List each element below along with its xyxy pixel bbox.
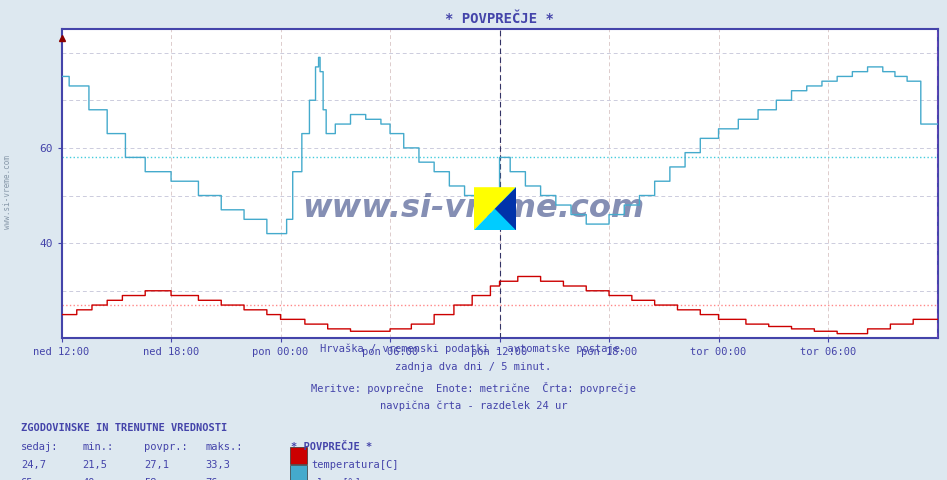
Text: navpična črta - razdelek 24 ur: navpična črta - razdelek 24 ur [380, 401, 567, 411]
Polygon shape [495, 187, 516, 230]
Text: temperatura[C]: temperatura[C] [312, 460, 399, 470]
Text: www.si-vreme.com: www.si-vreme.com [3, 155, 12, 229]
Text: zadnja dva dni / 5 minut.: zadnja dva dni / 5 minut. [396, 362, 551, 372]
Title: * POVPREČJE *: * POVPREČJE * [445, 12, 554, 26]
Text: Hrvaška / vremenski podatki - avtomatske postaje.: Hrvaška / vremenski podatki - avtomatske… [320, 343, 627, 354]
Text: www.si-vreme.com: www.si-vreme.com [302, 193, 644, 224]
Text: sedaj:: sedaj: [21, 442, 59, 452]
Text: * POVPREČJE *: * POVPREČJE * [291, 442, 372, 452]
Text: povpr.:: povpr.: [144, 442, 188, 452]
Text: 40: 40 [82, 478, 95, 480]
Text: 27,1: 27,1 [144, 460, 169, 470]
Text: ZGODOVINSKE IN TRENUTNE VREDNOSTI: ZGODOVINSKE IN TRENUTNE VREDNOSTI [21, 423, 227, 433]
Text: 24,7: 24,7 [21, 460, 45, 470]
Text: Meritve: povprečne  Enote: metrične  Črta: povprečje: Meritve: povprečne Enote: metrične Črta:… [311, 382, 636, 394]
Text: min.:: min.: [82, 442, 114, 452]
Polygon shape [474, 187, 516, 230]
Text: maks.:: maks.: [205, 442, 243, 452]
Text: 58: 58 [144, 478, 156, 480]
Text: 33,3: 33,3 [205, 460, 230, 470]
Text: 65: 65 [21, 478, 33, 480]
Polygon shape [474, 187, 516, 230]
Text: vlaga[%]: vlaga[%] [312, 478, 362, 480]
Text: 21,5: 21,5 [82, 460, 107, 470]
Text: 76: 76 [205, 478, 218, 480]
